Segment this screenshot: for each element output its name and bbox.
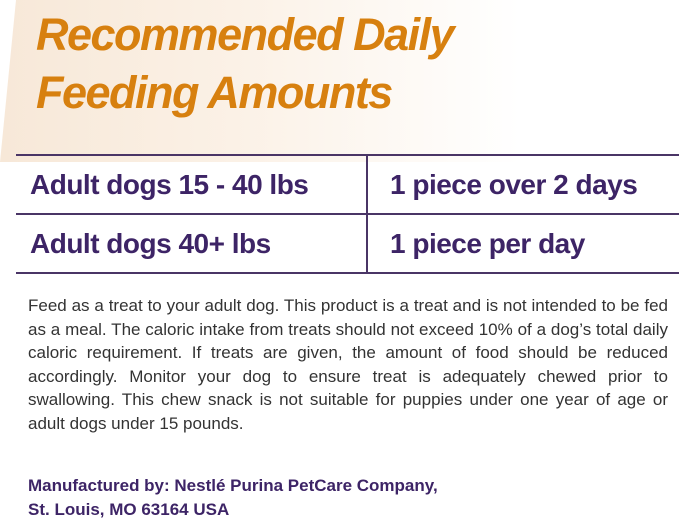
title-line-1: Recommended Daily [36,9,455,60]
feeding-table: Adult dogs 15 - 40 lbs 1 piece over 2 da… [16,154,679,274]
manufacturer-info: Manufactured by: Nestlé Purina PetCare C… [28,474,438,522]
title-banner [0,0,520,162]
amount-cell: 1 piece over 2 days [367,154,679,215]
table-row: Adult dogs 40+ lbs 1 piece per day [16,213,679,274]
page-title: Recommended Daily Feeding Amounts [36,6,455,122]
weight-cell: Adult dogs 15 - 40 lbs [16,154,368,215]
manufacturer-line-2: St. Louis, MO 63164 USA [28,500,230,519]
table-row: Adult dogs 15 - 40 lbs 1 piece over 2 da… [16,154,679,215]
weight-cell: Adult dogs 40+ lbs [16,213,368,274]
feeding-description: Feed as a treat to your adult dog. This … [28,296,668,433]
title-line-2: Feeding Amounts [36,67,393,118]
amount-cell: 1 piece per day [367,213,679,274]
manufacturer-line-1: Manufactured by: Nestlé Purina PetCare C… [28,476,438,495]
